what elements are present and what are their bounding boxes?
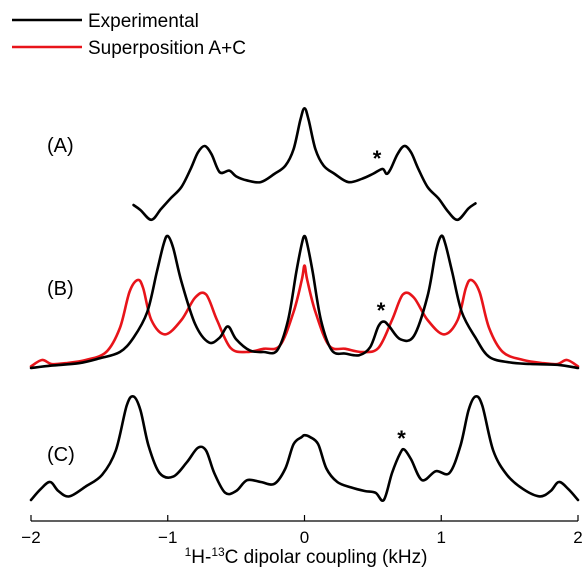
series-line-1-0 <box>29 234 580 370</box>
x-label-superscript: 13 <box>211 545 225 559</box>
x-tick-label-2: 0 <box>300 528 309 547</box>
annotation-star-1: * <box>377 298 386 323</box>
panel-0: (A) * <box>47 106 477 222</box>
annotation-star-0: * <box>373 146 382 171</box>
x-tick-label-3: 1 <box>437 528 446 547</box>
panels: (A) * (B) * (C) * <box>29 106 580 502</box>
x-tick-label-0: −2 <box>21 528 40 547</box>
panel-label-2: (C) <box>47 444 75 466</box>
x-axis-label: 1H-13C dipolar coupling (kHz) <box>185 545 428 568</box>
x-tick-label-1: −1 <box>158 528 177 547</box>
annotation-star-2: * <box>397 426 406 451</box>
legend: Experimental Superposition A+C <box>12 11 246 59</box>
legend-label-0: Experimental <box>88 11 199 32</box>
series-line-2-0 <box>29 395 580 502</box>
series-line-1-1 <box>29 264 580 368</box>
panel-label-0: (A) <box>47 135 74 157</box>
x-axis: −2 −1 0 1 2 <box>21 515 583 547</box>
panel-1: (B) * <box>29 234 580 370</box>
x-label-superscript: 1 <box>185 545 192 559</box>
x-label-text: H- <box>191 547 211 568</box>
panel-2: (C) * <box>29 395 580 502</box>
x-label-text: C dipolar coupling (kHz) <box>225 547 428 568</box>
legend-label-1: Superposition A+C <box>88 38 246 59</box>
x-tick-label-4: 2 <box>573 528 582 547</box>
panel-label-1: (B) <box>47 278 74 300</box>
series-line-0-0 <box>132 106 477 222</box>
